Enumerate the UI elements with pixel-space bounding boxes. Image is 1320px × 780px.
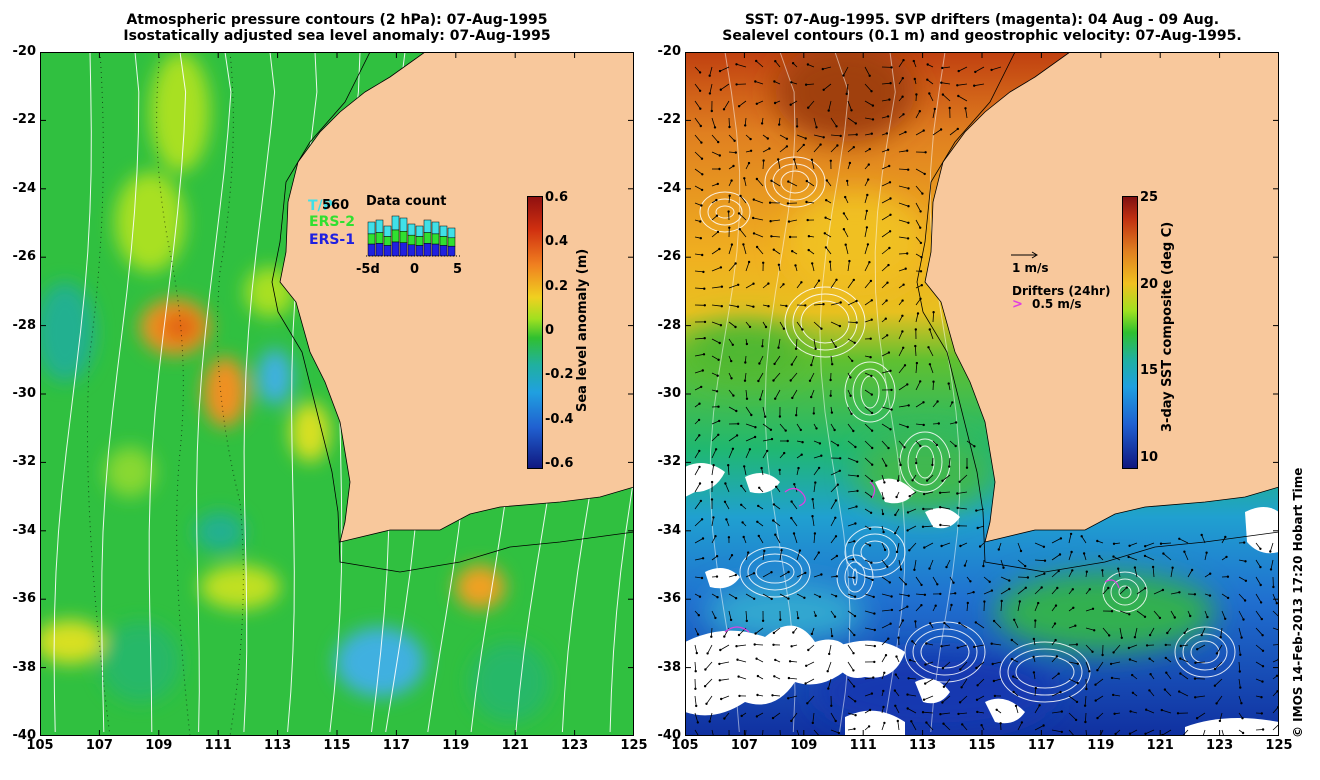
right-title-line1: SST: 07-Aug-1995. SVP drifters (magenta)… (744, 12, 1220, 28)
lat-tick-label-left: -30 (12, 386, 37, 401)
inset-count: 560 (322, 198, 350, 213)
lon-tick-label-right: 115 (968, 738, 996, 753)
lat-tick-label-right: -28 (657, 317, 682, 333)
land (279, 52, 634, 543)
lat-tick-label-left: -24 (12, 180, 37, 196)
lon-tick-label-right: 109 (790, 738, 818, 753)
sla-tick-label: 0.2 (545, 278, 569, 294)
lat-tick-label-left: -36 (12, 591, 37, 607)
lon-tick-label-right: 125 (1265, 738, 1293, 753)
sla-tick-label: 0.4 (545, 234, 569, 250)
lon-tick-label-left: 111 (204, 738, 232, 753)
lat-tick-label-right: -38 (657, 659, 682, 675)
lat-tick-label-left: -22 (12, 112, 37, 128)
lat-tick-label-left: -26 (12, 249, 37, 265)
sst-tick-label: 20 (1140, 276, 1159, 292)
lat-tick-label-right: -22 (657, 112, 682, 128)
lat-tick-label-left: -34 (12, 522, 37, 538)
lon-tick-label-left: 123 (561, 738, 589, 753)
sla-tick-label: 0.6 (545, 190, 569, 205)
sla-tick-label: 0 (545, 323, 555, 338)
anomaly-field (40, 52, 550, 722)
lat-tick-label-left: -32 (12, 454, 37, 470)
lon-tick-label-left: 113 (264, 738, 292, 753)
lon-tick-label-left: 115 (323, 738, 351, 753)
cloud-mask (685, 463, 1279, 736)
lat-tick-label-right: -26 (657, 249, 682, 265)
sea-level-colorbar-label: Sea level anomaly (m) (575, 248, 590, 412)
sst-map (685, 52, 1279, 736)
lon-tick-label-right: 113 (909, 738, 937, 753)
lat-tick-label-left: -28 (12, 317, 37, 333)
lat-tick-label-right: -24 (657, 180, 682, 196)
inset-xtick-start: -5d (356, 262, 380, 277)
sea-level-anomaly-map (40, 52, 634, 736)
lat-tick-label-right: -34 (657, 522, 682, 538)
sst-tick-label: 10 (1140, 450, 1159, 465)
lon-tick-label-left: 107 (85, 738, 113, 753)
lon-tick-label-right: 105 (671, 738, 699, 753)
drifter-tracks (724, 481, 1120, 633)
legend-ers2: ERS-2 (309, 214, 355, 230)
drifters-scale-label: 0.5 m/s (1032, 297, 1082, 311)
lon-tick-label-right: 121 (1146, 738, 1174, 753)
left-map-title: Atmospheric pressure contours (2 hPa): 0… (40, 12, 634, 44)
sla-tick-label: -0.6 (545, 456, 574, 471)
right-map-title: SST: 07-Aug-1995. SVP drifters (magenta)… (685, 12, 1279, 44)
dotted-contours (87, 52, 244, 736)
geostrophic-velocity-vectors (694, 58, 1279, 736)
drifter-scale-icon: > (1012, 297, 1023, 312)
sst-colorbar (1122, 196, 1138, 469)
lon-tick-label-right: 111 (849, 738, 877, 753)
inset-xtick-zero: 0 (410, 262, 420, 277)
lon-tick-label-right: 117 (1027, 738, 1055, 753)
left-title-line1: Atmospheric pressure contours (2 hPa): 0… (126, 12, 548, 28)
inset-title: Data count (366, 194, 447, 209)
lat-tick-label-right: -36 (657, 591, 682, 607)
lon-tick-label-left: 109 (145, 738, 173, 753)
velocity-scale-label: 1 m/s (1012, 261, 1049, 275)
lat-tick-label-left: -38 (12, 659, 37, 675)
lon-tick-label-left: 125 (620, 738, 648, 753)
sst-tick-label: 25 (1140, 190, 1159, 205)
data-count-histogram (366, 215, 460, 257)
lon-tick-label-left: 121 (501, 738, 529, 753)
sst-colorbar-label: 3-day SST composite (deg C) (1160, 221, 1175, 432)
right-title-line2: Sealevel contours (0.1 m) and geostrophi… (722, 28, 1242, 44)
sst-tick-label: 15 (1140, 363, 1159, 379)
legend-ers1: ERS-1 (309, 232, 355, 248)
inset-xtick-end: 5 (453, 262, 463, 277)
drifters-label: Drifters (24hr) (1012, 284, 1111, 298)
lat-tick-label-right: -30 (657, 386, 682, 401)
sla-tick-label: -0.2 (545, 367, 574, 383)
lon-tick-label-right: 107 (730, 738, 758, 753)
legend-tp: T/P (308, 198, 333, 214)
lat-tick-label-right: -20 (657, 44, 682, 59)
shelf-edge (916, 52, 1279, 573)
lat-tick-label-right: -32 (657, 454, 682, 470)
land (924, 52, 1279, 543)
lon-tick-label-left: 105 (26, 738, 54, 753)
lat-tick-label-right: -40 (657, 728, 682, 743)
lat-tick-label-left: -40 (12, 728, 37, 743)
sea-level-colorbar (527, 196, 543, 469)
lon-tick-label-right: 123 (1206, 738, 1234, 753)
left-title-line2: Isostatically adjusted sea level anomaly… (123, 28, 551, 44)
lon-tick-label-right: 119 (1087, 738, 1115, 753)
velocity-scale-arrow (1011, 251, 1038, 259)
lat-tick-label-left: -20 (12, 44, 37, 59)
sla-tick-label: -0.4 (545, 411, 574, 427)
lon-tick-label-left: 119 (442, 738, 470, 753)
shelf-edge (271, 52, 634, 573)
imos-credit: © IMOS 14-Feb-2013 17:20 Hobart Time (1291, 467, 1305, 738)
lon-tick-label-left: 117 (382, 738, 410, 753)
